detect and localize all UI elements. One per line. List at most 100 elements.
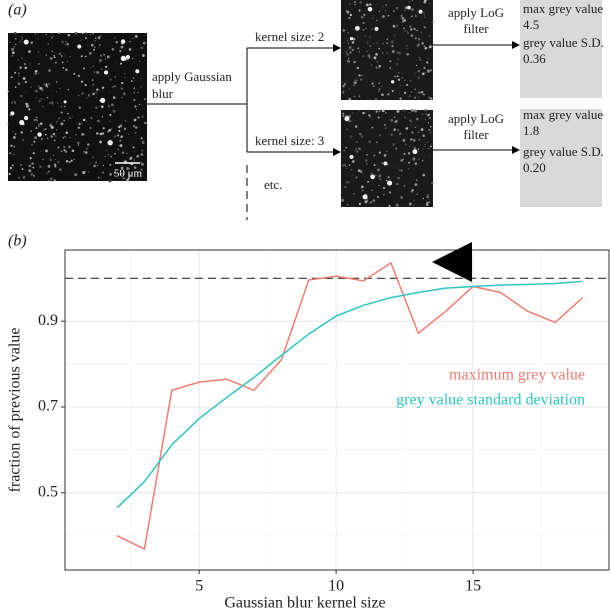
speckle — [21, 39, 23, 41]
speckle — [424, 108, 427, 112]
speckle — [344, 186, 347, 189]
result-box — [520, 109, 602, 207]
speckle — [112, 109, 116, 113]
speckle — [61, 61, 64, 64]
speckle — [408, 112, 410, 114]
speckle — [89, 163, 91, 165]
speckle — [65, 131, 68, 134]
speckle — [20, 131, 24, 134]
speckle — [361, 75, 363, 77]
speckle — [422, 11, 425, 14]
speckle — [413, 147, 417, 150]
speckle — [349, 13, 353, 17]
speckle — [92, 65, 95, 68]
speckle — [34, 118, 36, 121]
speckle — [420, 90, 424, 94]
speckle — [133, 150, 135, 152]
speckle — [393, 34, 396, 36]
speckle — [373, 85, 375, 88]
speckle — [355, 148, 357, 150]
step-label: apply Gaussian — [152, 69, 232, 84]
speckle — [423, 93, 425, 96]
speckle — [122, 92, 126, 96]
cell — [407, 5, 411, 10]
speckle — [135, 35, 138, 38]
speckle — [11, 101, 14, 104]
speckle — [49, 177, 53, 181]
speckle — [417, 148, 420, 150]
speckle — [409, 146, 411, 148]
speckle — [142, 41, 146, 45]
speckle — [119, 124, 123, 128]
speckle — [108, 179, 112, 183]
speckle — [81, 32, 84, 35]
speckle — [69, 117, 72, 120]
speckle — [140, 46, 144, 50]
series-line — [116, 280, 583, 509]
speckle — [7, 90, 10, 93]
speckle — [428, 96, 430, 99]
speckle — [356, 66, 359, 70]
speckle — [402, 109, 406, 112]
cell — [10, 111, 15, 116]
cell — [23, 39, 29, 45]
speckle — [48, 83, 51, 85]
speckle — [94, 37, 97, 40]
texture — [340, 0, 434, 101]
speckle — [58, 52, 62, 56]
speckle — [117, 134, 120, 137]
speckle — [93, 164, 97, 168]
speckle — [347, 57, 350, 60]
speckle — [357, 169, 361, 173]
speckle — [352, 174, 354, 176]
speckle — [21, 139, 25, 142]
speckle — [13, 101, 16, 103]
speckle — [101, 116, 104, 118]
speckle — [406, 83, 409, 87]
y-tick-label: 0.7 — [38, 398, 58, 415]
speckle — [60, 150, 63, 153]
speckle — [52, 35, 54, 37]
speckle — [87, 143, 90, 146]
speckle — [47, 43, 50, 45]
speckle — [119, 139, 122, 142]
speckle — [361, 189, 364, 192]
speckle — [74, 32, 78, 35]
speckle — [69, 137, 71, 139]
speckle — [133, 98, 136, 102]
speckle — [75, 134, 77, 136]
speckle — [46, 96, 49, 99]
speckle — [354, 79, 358, 82]
speckle — [429, 125, 432, 128]
cell — [362, 194, 368, 200]
speckle — [393, 23, 396, 25]
speckle — [102, 164, 105, 167]
speckle — [390, 133, 393, 136]
speckle — [84, 151, 88, 154]
speckle — [386, 38, 389, 40]
speckle — [347, 40, 349, 42]
result-text: 0.20 — [523, 160, 546, 175]
speckle — [377, 195, 379, 198]
speckle — [45, 149, 48, 153]
speckle — [411, 108, 414, 112]
speckle — [381, 86, 383, 88]
speckle — [18, 75, 20, 77]
speckle — [408, 1, 410, 3]
speckle — [109, 173, 112, 176]
speckle — [60, 106, 63, 108]
speckle — [11, 164, 14, 167]
speckle — [66, 42, 69, 46]
speckle — [393, 128, 396, 131]
speckle — [406, 45, 408, 47]
cell — [370, 174, 376, 180]
speckle — [364, 200, 368, 204]
speckle — [378, 134, 381, 137]
speckle — [91, 79, 94, 82]
speckle — [420, 31, 423, 34]
speckle — [416, 64, 418, 66]
speckle — [9, 152, 12, 155]
speckle — [349, 135, 353, 139]
speckle — [87, 94, 91, 97]
speckle — [69, 56, 71, 58]
